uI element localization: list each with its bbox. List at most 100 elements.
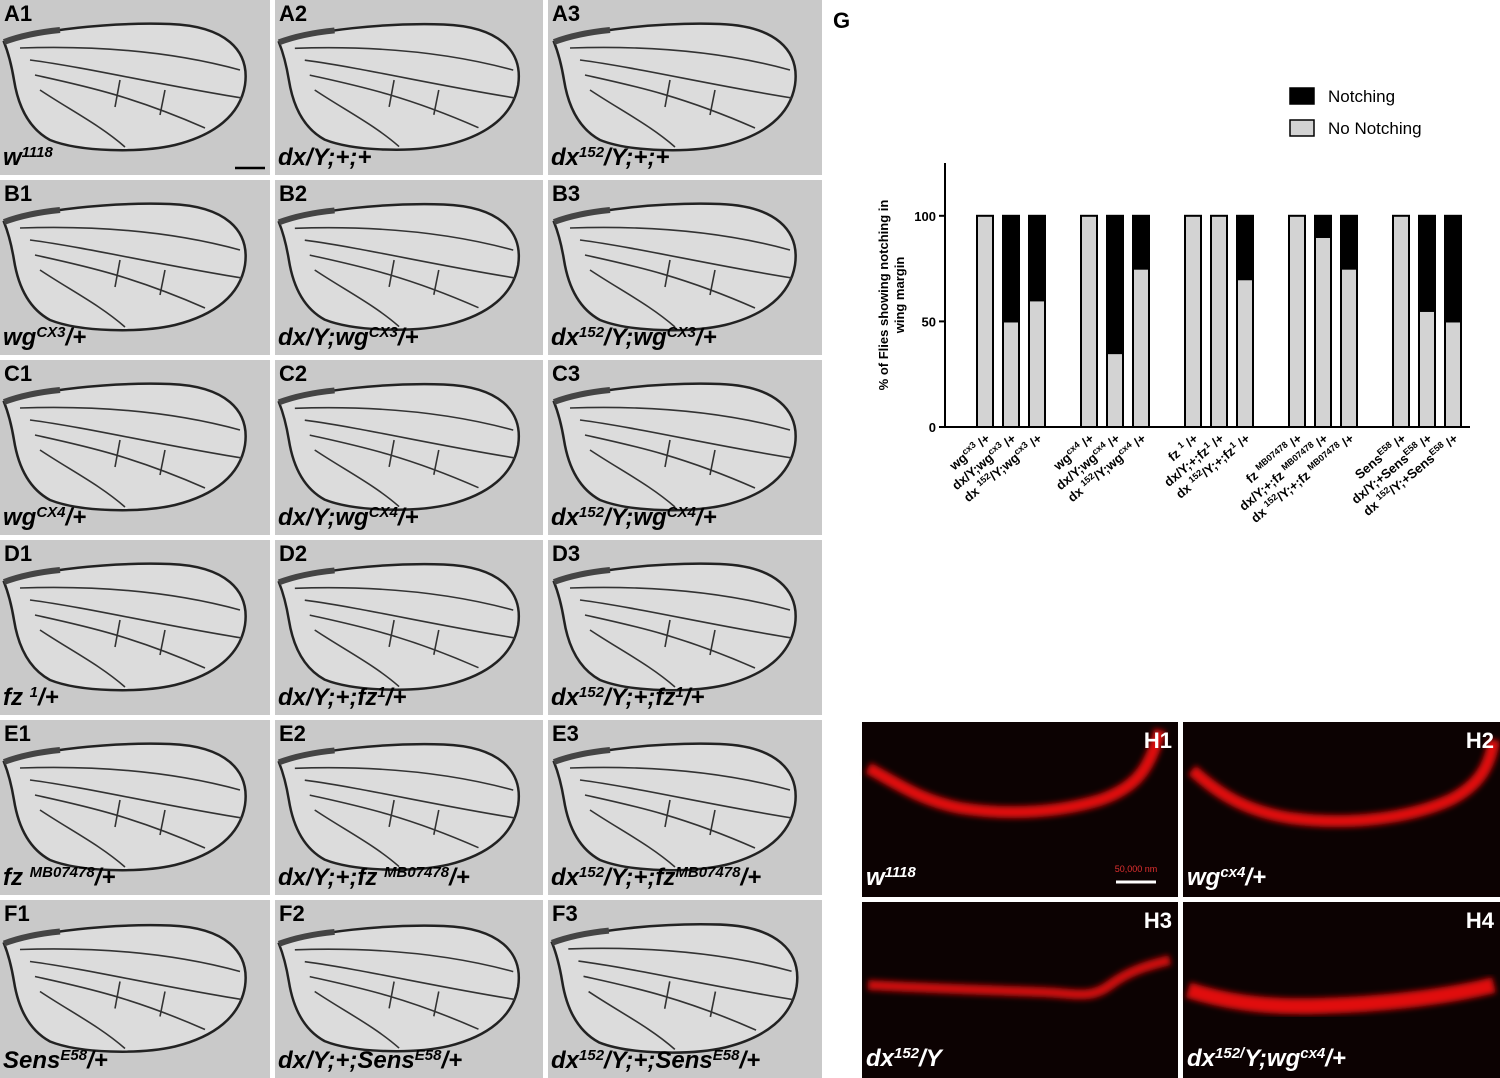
text-part: /+: [397, 324, 419, 351]
bar-segment: [1444, 320, 1462, 428]
genotype: wgCX3/+: [3, 324, 86, 352]
panel-label: E3: [552, 721, 579, 746]
bar-segment: [1028, 299, 1046, 428]
y-tick-label: 0: [929, 420, 936, 435]
text-part: Sens: [3, 1047, 60, 1074]
genotype: wgcx4/+: [1187, 864, 1266, 892]
text-part: dx: [551, 504, 581, 531]
text-part: /+: [695, 324, 717, 351]
text-part: wg: [1187, 864, 1221, 891]
text-part: dx: [551, 324, 581, 351]
text-part: MB07478: [384, 864, 450, 881]
text-part: CX4: [667, 504, 697, 521]
bar-segment: [1444, 214, 1462, 323]
text-part: dx: [551, 144, 581, 171]
text-part: fz: [3, 864, 30, 891]
text-part: CX4: [369, 504, 399, 521]
text-part: fz: [3, 684, 30, 711]
panel-label: H2: [1466, 728, 1494, 753]
text-part: dx: [551, 684, 581, 711]
stain-band: [1185, 977, 1496, 1015]
bar-segment: [1340, 267, 1358, 428]
text-part: /+: [1324, 1045, 1346, 1072]
bar-segment: [1418, 214, 1436, 312]
stain-band: [865, 728, 1166, 819]
scale-bar-label: 50,000 nm: [1115, 864, 1158, 874]
bar-segment: [1340, 214, 1358, 270]
genotype: dx152/Y;+;SensE58/+: [551, 1047, 760, 1075]
wing-image: [554, 384, 796, 510]
bar-segment: [1002, 214, 1020, 323]
panel-label: C1: [4, 361, 32, 386]
text-part: /+: [739, 864, 761, 891]
text-part: /+: [385, 684, 407, 711]
wing-image: [4, 744, 246, 870]
genotype: dx152/Y: [866, 1045, 944, 1073]
text-part: /Y;+;fz: [603, 684, 675, 711]
bar-segment: [1132, 267, 1150, 428]
text-part: dx/Y;wg: [278, 324, 369, 351]
text-part: 1: [1227, 440, 1237, 451]
genotype: dx152/Y;+;fzMB07478/+: [551, 864, 761, 892]
bar-segment: [1210, 214, 1228, 428]
text-part: 1: [675, 684, 683, 701]
text-part: dx: [866, 1045, 896, 1072]
text-part: /+: [683, 684, 705, 711]
text-part: dx/Y;wg: [278, 504, 369, 531]
text-part: cx4: [1220, 864, 1246, 881]
text-part: /Y;+;fz: [603, 864, 675, 891]
text-part: CX4: [36, 504, 66, 521]
bar-segment: [1314, 214, 1332, 238]
text-part: /+: [738, 1047, 760, 1074]
genotype: dx/Y;wgCX3/+: [278, 324, 419, 352]
genotype: w1118: [3, 144, 53, 172]
panel-label: F3: [552, 901, 578, 926]
panel-label: E1: [4, 721, 31, 746]
genotype: fz MB07478/+: [3, 864, 115, 892]
panel-label: D1: [4, 541, 32, 566]
text-part: dx/Y;+;Sens: [278, 1047, 415, 1074]
bar-segment: [1080, 214, 1098, 428]
text-part: 1: [1201, 440, 1211, 451]
text-part: CX3: [369, 324, 399, 341]
panel-label: H3: [1144, 908, 1172, 933]
bar-segment: [1002, 320, 1020, 428]
wing-image: [4, 384, 246, 510]
text-part: Y;wg: [1244, 1045, 1300, 1072]
genotype: wgCX4/+: [3, 504, 86, 532]
text-part: /+: [65, 504, 87, 531]
text-part: wg: [3, 504, 37, 531]
text-part: /+: [695, 504, 717, 531]
bar-segment: [1184, 214, 1202, 428]
genotype: dx152/Y;wgCX3/+: [551, 324, 717, 352]
genotype: SensE58/+: [3, 1047, 108, 1075]
text-part: MB07478: [675, 864, 741, 881]
text-part: /+: [94, 864, 116, 891]
text-part: 152: [579, 324, 605, 341]
bar-segment: [976, 214, 994, 428]
text-part: 152: [579, 504, 605, 521]
text-part: 152/: [1215, 1045, 1246, 1062]
y-axis-label: wing margin: [892, 257, 907, 335]
genotype: dx/Y;+;fz1/+: [278, 684, 406, 712]
stain-panels: H1w1118H2wgcx4/+H3dx152/YH4dx152/Y;wgcx4…: [866, 728, 1495, 1072]
wing-image: [554, 744, 796, 870]
panel-label: B2: [279, 181, 307, 206]
genotype: dx152/Y;+;fz1/+: [551, 684, 704, 712]
genotype: fz 1/+: [3, 684, 59, 712]
bar-segment: [1028, 214, 1046, 302]
panel-label: H4: [1466, 908, 1495, 933]
wing-image: [279, 564, 519, 690]
text-part: 152: [579, 144, 605, 161]
legend-swatch: [1289, 119, 1315, 137]
text-part: /+: [1244, 864, 1266, 891]
panel-label: C3: [552, 361, 580, 386]
text-part: MB07478: [30, 864, 96, 881]
wing-image: [4, 24, 246, 150]
text-part: /+: [65, 324, 87, 351]
text-part: 1118: [885, 864, 917, 881]
text-part: w: [3, 144, 23, 171]
legend-label: No Notching: [1328, 119, 1422, 138]
text-part: /Y;wg: [603, 504, 667, 531]
